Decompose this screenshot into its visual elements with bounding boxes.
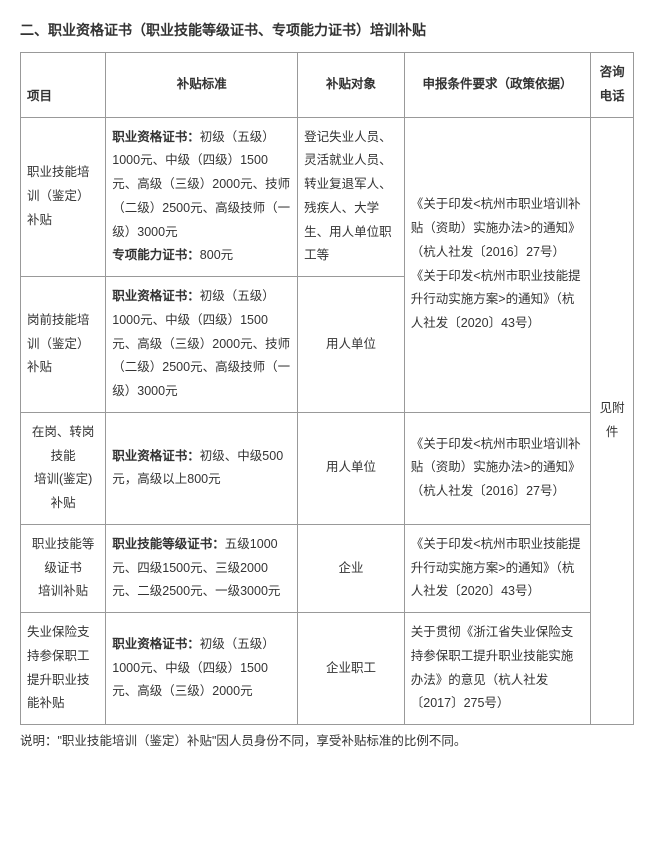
cell-target: 企业	[298, 524, 405, 612]
cell-target: 用人单位	[298, 277, 405, 413]
cell-tel: 见附件	[591, 117, 634, 725]
cell-requirement: 关于贯彻《浙江省失业保险支持参保职工提升职业技能实施办法》的意见（杭人社发〔20…	[404, 613, 591, 725]
table-row: 职业技能等级证书 培训补贴 职业技能等级证书：五级1000元、四级1500元、三…	[21, 524, 634, 612]
cell-target: 登记失业人员、灵活就业人员、转业复退军人、残疾人、大学生、用人单位职工等	[298, 117, 405, 277]
table-row: 在岗、转岗技能 培训(鉴定) 补贴 职业资格证书：初级、中级500元，高级以上8…	[21, 412, 634, 524]
std-text: 初级（五级）1000元、中级（四级）1500元、高级（三级）2000元、技师（二…	[112, 289, 290, 398]
std-text: 800元	[200, 248, 233, 262]
cell-requirement: 《关于印发<杭州市职业技能提升行动实施方案>的通知》（杭人社发〔2020〕43号…	[404, 524, 591, 612]
header-target: 补贴对象	[298, 53, 405, 118]
cell-requirement: 《关于印发<杭州市职业培训补贴（资助）实施办法>的通知》（杭人社发〔2016〕2…	[404, 412, 591, 524]
table-row: 失业保险支持参保职工提升职业技能补贴 职业资格证书：初级（五级）1000元、中级…	[21, 613, 634, 725]
cell-project: 在岗、转岗技能 培训(鉴定) 补贴	[21, 412, 106, 524]
cell-target: 用人单位	[298, 412, 405, 524]
cell-standard: 职业资格证书：初级（五级）1000元、中级（四级）1500元、高级（三级）200…	[106, 277, 298, 413]
cell-standard: 职业资格证书：初级（五级）1000元、中级（四级）1500元、高级（三级）200…	[106, 117, 298, 277]
header-tel: 咨询电话	[591, 53, 634, 118]
std-label: 职业资格证书：	[112, 130, 200, 144]
cell-standard: 职业资格证书：初级、中级500元，高级以上800元	[106, 412, 298, 524]
table-header-row: 项目 补贴标准 补贴对象 申报条件要求（政策依据） 咨询电话	[21, 53, 634, 118]
cell-project: 职业技能培训（鉴定）补贴	[21, 117, 106, 277]
std-label: 职业资格证书：	[112, 449, 200, 463]
std-label: 职业资格证书：	[112, 637, 200, 651]
cell-standard: 职业资格证书：初级（五级）1000元、中级（四级）1500元、高级（三级）200…	[106, 613, 298, 725]
table-row: 职业技能培训（鉴定）补贴 职业资格证书：初级（五级）1000元、中级（四级）15…	[21, 117, 634, 277]
section-title: 二、职业资格证书（职业技能等级证书、专项能力证书）培训补贴	[20, 20, 634, 40]
header-standard: 补贴标准	[106, 53, 298, 118]
subsidy-table: 项目 补贴标准 补贴对象 申报条件要求（政策依据） 咨询电话 职业技能培训（鉴定…	[20, 52, 634, 725]
cell-project: 岗前技能培训（鉴定）补贴	[21, 277, 106, 413]
std-label: 专项能力证书：	[112, 248, 200, 262]
std-label: 职业技能等级证书：	[112, 537, 225, 551]
footnote: 说明："职业技能培训（鉴定）补贴"因人员身份不同，享受补贴标准的比例不同。	[20, 731, 634, 752]
std-text: 初级（五级）1000元、中级（四级）1500元、高级（三级）2000元、技师（二…	[112, 130, 290, 239]
std-label: 职业资格证书：	[112, 289, 200, 303]
cell-project: 失业保险支持参保职工提升职业技能补贴	[21, 613, 106, 725]
cell-requirement: 《关于印发<杭州市职业培训补贴（资助）实施办法>的通知》（杭人社发〔2016〕2…	[404, 117, 591, 412]
header-project: 项目	[21, 53, 106, 118]
cell-project: 职业技能等级证书 培训补贴	[21, 524, 106, 612]
header-requirement: 申报条件要求（政策依据）	[404, 53, 591, 118]
cell-standard: 职业技能等级证书：五级1000元、四级1500元、三级2000元、二级2500元…	[106, 524, 298, 612]
cell-target: 企业职工	[298, 613, 405, 725]
